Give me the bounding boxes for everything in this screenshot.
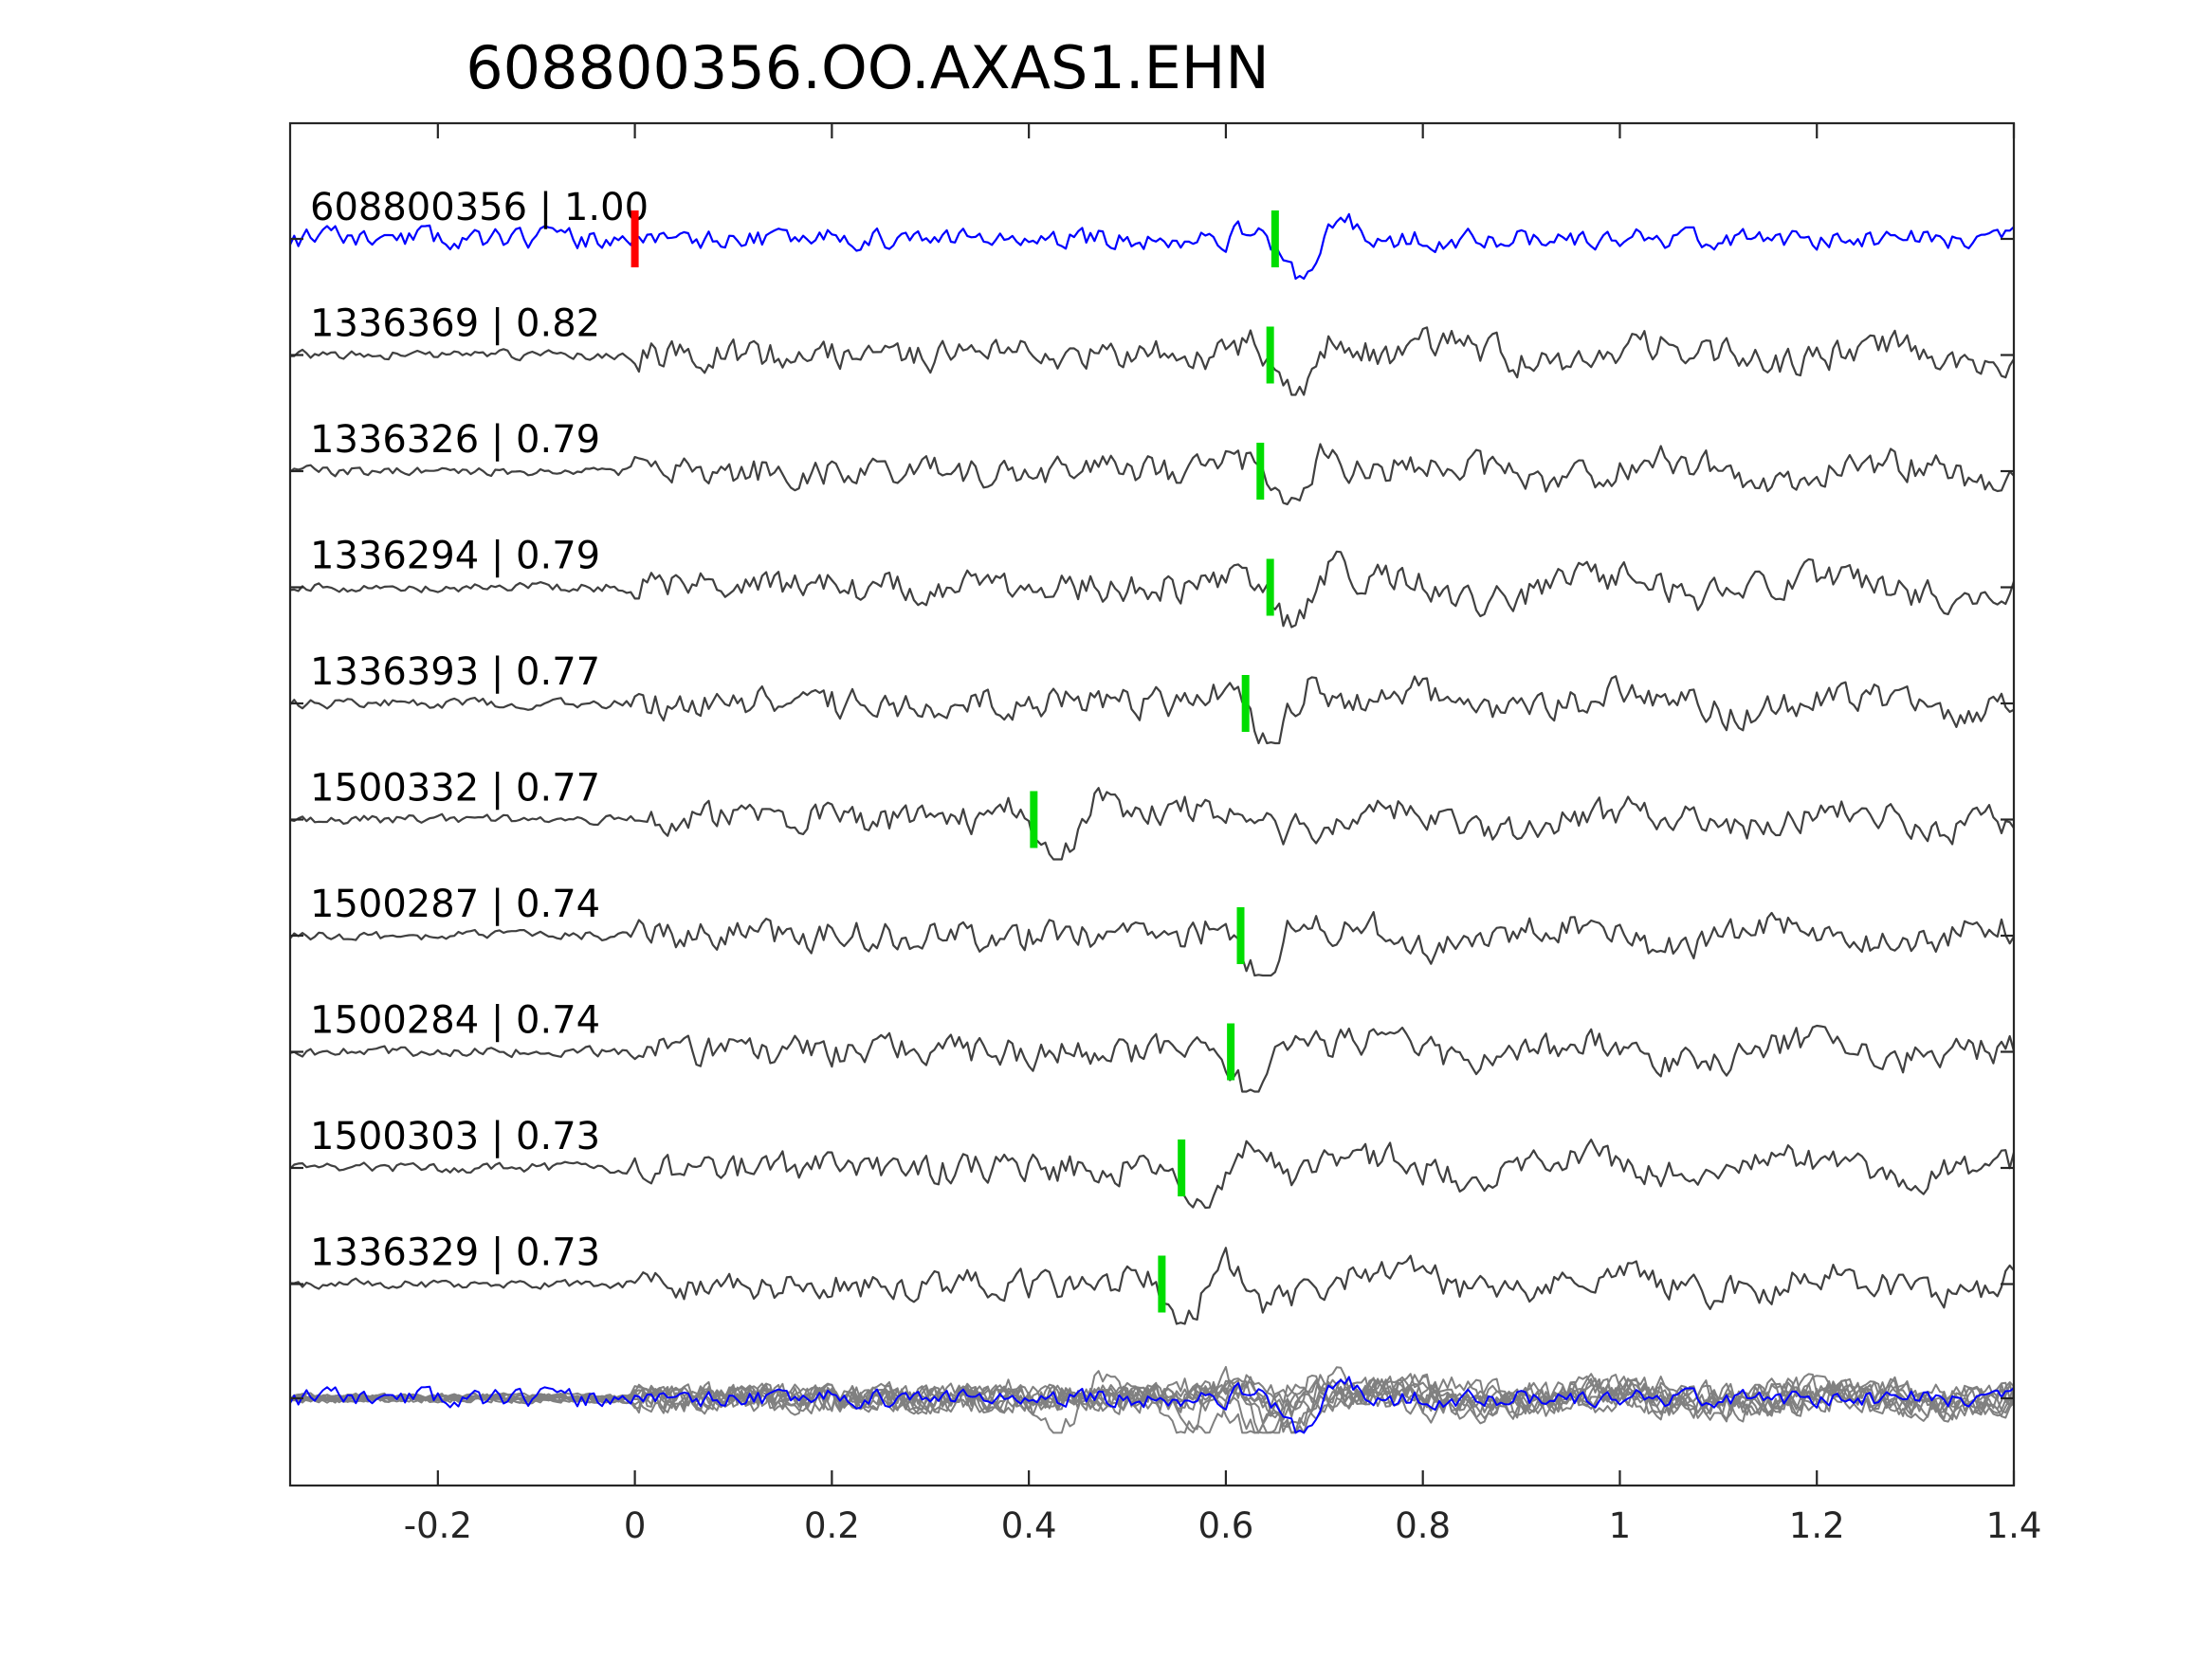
trace-row: 1336294 | 0.79	[289, 535, 2016, 629]
trace-row: 608800356 | 1.00	[288, 186, 2015, 281]
x-tick-label: 0.2	[804, 1505, 860, 1546]
match-trace	[289, 911, 2015, 977]
overlay-template-trace	[289, 1376, 2015, 1434]
match-trace	[289, 787, 2015, 861]
axes-frame	[288, 121, 2016, 1487]
match-trace	[289, 443, 2015, 505]
match-trace	[289, 1139, 2016, 1210]
template-trace	[288, 212, 2015, 281]
match-trace	[289, 1024, 2016, 1093]
x-axis: -0.2 0 0.2 0.4 0.6 0.8 1 1.2 1.4	[404, 123, 2042, 1546]
x-tick-label: 0	[624, 1505, 647, 1546]
x-tick-label: 0.4	[1001, 1505, 1057, 1546]
x-tick-label: -0.2	[404, 1505, 472, 1546]
trace-label: 608800356 | 1.00	[310, 186, 649, 229]
match-trace	[289, 550, 2016, 629]
x-tick-label: 1.4	[1986, 1505, 2042, 1546]
trace-label: 1336369 | 0.82	[310, 302, 600, 346]
trace-label: 1500284 | 0.74	[310, 999, 600, 1043]
trace-row: 1336326 | 0.79	[289, 418, 2015, 505]
trace-label: 1336326 | 0.79	[310, 418, 600, 462]
trace-label: 1336294 | 0.79	[310, 535, 600, 578]
x-tick-label: 0.8	[1395, 1505, 1451, 1546]
x-tick-label: 1.2	[1789, 1505, 1845, 1546]
trace-label: 1336393 | 0.77	[310, 650, 600, 694]
trace-row: 1500332 | 0.77	[289, 767, 2015, 861]
trace-row: 1500287 | 0.74	[289, 883, 2015, 977]
trace-row: 1336369 | 0.82	[290, 302, 2015, 396]
trace-label: 1336329 | 0.73	[310, 1231, 600, 1275]
chart-title: 608800356.OO.AXAS1.EHN	[466, 33, 1270, 102]
overlay-match-trace	[289, 1375, 2015, 1434]
trace-row: 1500284 | 0.74	[289, 999, 2016, 1093]
trace-label: 1500303 | 0.73	[310, 1115, 600, 1158]
trace-label: 1500287 | 0.74	[310, 883, 600, 926]
match-trace	[289, 675, 2015, 745]
match-trace	[290, 326, 2015, 396]
trace-label: 1500332 | 0.77	[310, 767, 600, 811]
plot-area: 608800356 | 1.00 1336369 | 0.82 1336326 | …	[288, 186, 2016, 1434]
trace-row: 1500303 | 0.73	[289, 1115, 2016, 1210]
trace-row: 1336393 | 0.77	[289, 650, 2015, 745]
x-tick-label: 0.6	[1197, 1505, 1253, 1546]
x-tick-label: 1	[1609, 1505, 1632, 1546]
trace-row: 1336329 | 0.73	[289, 1231, 2015, 1325]
match-trace	[289, 1247, 2015, 1325]
overlay-stack	[289, 1365, 2015, 1434]
